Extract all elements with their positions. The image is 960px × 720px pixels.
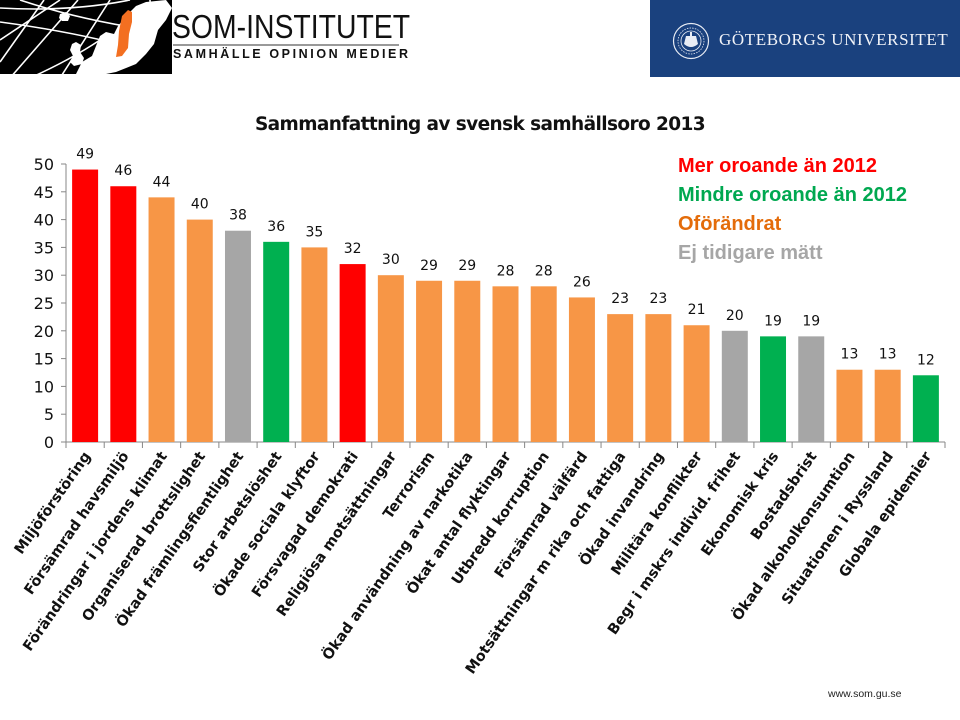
data-label: 23 — [649, 291, 667, 307]
university-banner: GÖTEBORGS UNIVERSITET — [650, 0, 960, 77]
bar — [263, 241, 290, 442]
y-tick-label: 35 — [34, 238, 54, 257]
y-tick-label: 10 — [34, 377, 54, 396]
data-label: 35 — [305, 224, 323, 240]
data-label: 49 — [76, 147, 94, 163]
bar — [186, 219, 213, 442]
university-seal-icon — [672, 22, 710, 60]
bar — [148, 197, 175, 442]
y-tick-label: 40 — [34, 211, 54, 230]
data-label: 28 — [535, 263, 553, 279]
legend-item-same: Oförändrat — [678, 213, 782, 235]
value-labels: 49 46 44 40 38 36 35 32 30 29 29 28 28 26 23 23 21 20 19 19… — [76, 147, 935, 369]
data-label: 28 — [497, 263, 515, 279]
data-label: 38 — [229, 208, 247, 224]
y-tick-label: 0 — [44, 433, 54, 452]
bar — [836, 369, 863, 442]
bars — [72, 169, 939, 442]
bar — [912, 375, 939, 442]
bar — [530, 286, 557, 442]
data-label: 13 — [879, 347, 897, 363]
bar — [492, 286, 519, 442]
y-tick-label: 50 — [34, 155, 54, 174]
bar — [110, 186, 137, 442]
y-tick-label: 5 — [44, 405, 54, 424]
data-label: 26 — [573, 274, 591, 290]
legend-item-new: Ej tidigare mätt — [678, 242, 823, 264]
bar — [721, 330, 748, 442]
data-label: 19 — [802, 313, 820, 329]
bar — [339, 264, 366, 442]
y-tick-label: 30 — [34, 266, 54, 285]
bar — [798, 336, 825, 442]
data-label: 29 — [458, 258, 476, 274]
y-tick-label: 45 — [34, 183, 54, 202]
bar — [568, 297, 595, 442]
chart-title: Sammanfattning av svensk samhällsoro 201… — [254, 114, 706, 135]
data-label: 46 — [114, 163, 132, 179]
bar — [301, 247, 328, 442]
bar — [607, 314, 634, 442]
som-institute-logo: SOM-INSTITUTET SAMHÄLLE OPINION MEDIER — [0, 0, 420, 78]
bar — [454, 280, 481, 442]
data-label: 20 — [726, 308, 744, 324]
y-axis: 0 5 10 15 20 25 30 35 40 45 50 — [34, 155, 67, 452]
data-label: 32 — [344, 241, 362, 257]
y-tick-label: 25 — [34, 294, 54, 313]
footer-url[interactable]: www.som.gu.se — [828, 688, 902, 700]
data-label: 13 — [841, 347, 859, 363]
data-label: 29 — [420, 258, 438, 274]
y-tick-label: 15 — [34, 350, 54, 369]
data-label: 44 — [153, 174, 171, 190]
university-name: GÖTEBORGS UNIVERSITET — [719, 30, 949, 49]
bar — [72, 169, 99, 442]
data-label: 30 — [382, 252, 400, 268]
legend-item-more: Mer oroande än 2012 — [678, 155, 877, 177]
category-label: Förändringar i jordens klimat — [20, 449, 170, 654]
bar — [416, 280, 443, 442]
europe-map-icon — [0, 0, 172, 78]
som-logo-divider — [173, 44, 399, 46]
bar — [683, 325, 710, 442]
bar — [377, 275, 404, 442]
data-label: 23 — [611, 291, 629, 307]
data-label: 36 — [267, 219, 285, 235]
bar — [874, 369, 901, 442]
bar — [224, 230, 251, 442]
data-label: 40 — [191, 197, 209, 213]
legend-item-less: Mindre oroande än 2012 — [678, 184, 907, 206]
y-tick-label: 20 — [34, 322, 54, 341]
som-logo-subtitle: SAMHÄLLE OPINION MEDIER — [173, 47, 411, 61]
data-label: 19 — [764, 313, 782, 329]
sweden-highlight — [116, 10, 132, 57]
som-logo-title: SOM-INSTITUTET — [172, 8, 411, 45]
data-label: 12 — [917, 352, 935, 368]
bar — [645, 314, 672, 442]
data-label: 21 — [688, 302, 706, 318]
x-axis — [65, 441, 946, 448]
bar — [760, 336, 787, 442]
